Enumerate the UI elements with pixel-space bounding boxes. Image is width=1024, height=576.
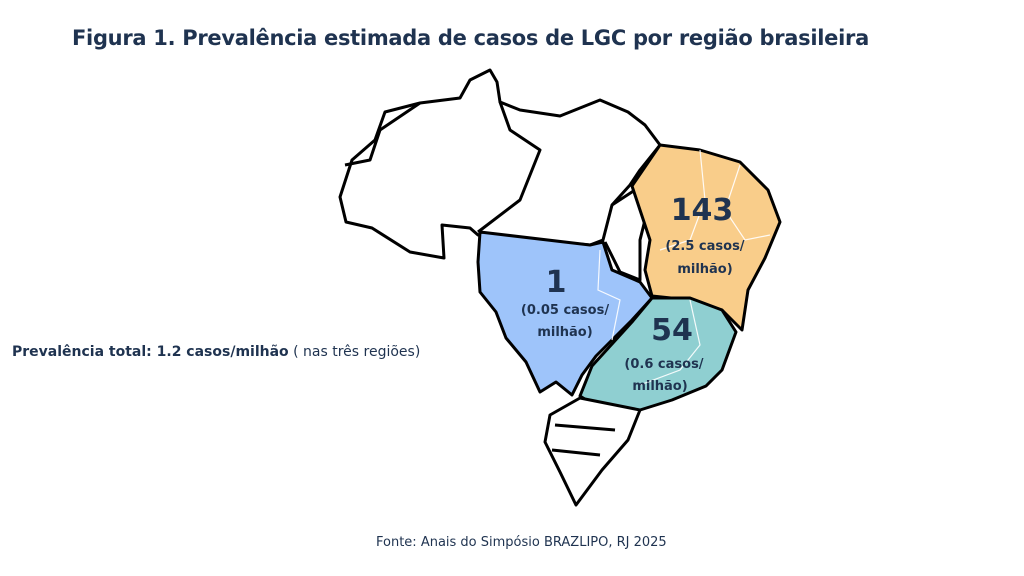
region-northeast [630,143,782,332]
southeast-rate-line2: milhão) [632,379,687,394]
centerwest-rate-line2: milhão) [537,325,592,340]
centerwest-rate-line1: (0.05 casos/ [521,303,609,318]
northeast-count: 143 [671,193,734,228]
total-prevalence-label: Prevalência total: 1.2 casos/milhão [12,344,289,360]
figure-title: Figura 1. Prevalência estimada de casos … [72,26,869,50]
southeast-count: 54 [651,313,693,348]
region-north [338,68,662,260]
northeast-rate-line1: (2.5 casos/ [665,239,744,254]
southeast-rate-line1: (0.6 casos/ [624,357,703,372]
source-note: Fonte: Anais do Simpósio BRAZLIPO, RJ 20… [376,535,667,550]
total-prevalence: Prevalência total: 1.2 casos/milhão ( na… [12,344,420,360]
region-centerwest [476,230,654,397]
northeast-rate-line2: milhão) [677,262,732,277]
region-southeast [578,296,738,412]
total-prevalence-note: ( nas três regiões) [293,344,421,360]
centerwest-count: 1 [546,265,567,300]
